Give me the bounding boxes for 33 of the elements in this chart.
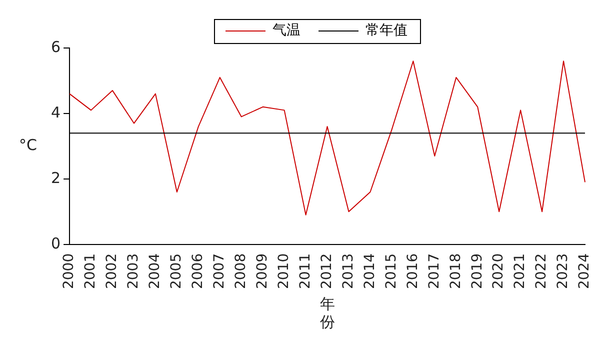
x-tick-label: 2006 <box>190 253 206 290</box>
x-tick-label: 2010 <box>276 253 292 290</box>
y-tick-label: 0 <box>50 234 61 252</box>
x-tick-label: 2017 <box>426 253 442 290</box>
x-tick-label: 2003 <box>126 253 142 290</box>
x-tick-label: 2007 <box>212 253 228 290</box>
x-tick-label: 2009 <box>254 253 270 290</box>
x-axis-title: 年份 <box>320 294 335 331</box>
y-tick-label: 4 <box>50 103 61 122</box>
x-tick-label: 2018 <box>448 253 464 290</box>
x-tick-label: 2005 <box>168 253 185 290</box>
x-tick-label: 2023 <box>555 253 572 290</box>
x-tick-label: 2022 <box>534 253 550 290</box>
legend-label: 气温 <box>272 22 300 39</box>
x-tick-label: 2013 <box>340 253 356 290</box>
x-tick-label: 2021 <box>512 253 528 290</box>
x-tick-label: 2015 <box>383 253 400 290</box>
legend-label: 常年值 <box>366 22 408 39</box>
x-tick-label: 2016 <box>404 253 421 290</box>
x-tick-label: 2014 <box>362 253 378 290</box>
y-tick-label: 2 <box>50 168 61 187</box>
x-tick-label: 2000 <box>61 253 78 290</box>
x-tick-label: 2019 <box>469 253 486 290</box>
x-tick-label: 2008 <box>233 253 250 290</box>
x-tick-label: 2020 <box>490 253 507 290</box>
x-tick-label: 2012 <box>318 253 335 290</box>
x-tick-label: 2001 <box>82 253 99 290</box>
y-tick-label: 6 <box>50 38 61 56</box>
x-tick-label: 2011 <box>297 253 314 290</box>
x-tick-label: 2002 <box>104 253 120 290</box>
y-axis-title: °C <box>19 136 37 154</box>
x-tick-label: 2004 <box>147 253 164 290</box>
x-tick-label: 2024 <box>576 253 593 290</box>
